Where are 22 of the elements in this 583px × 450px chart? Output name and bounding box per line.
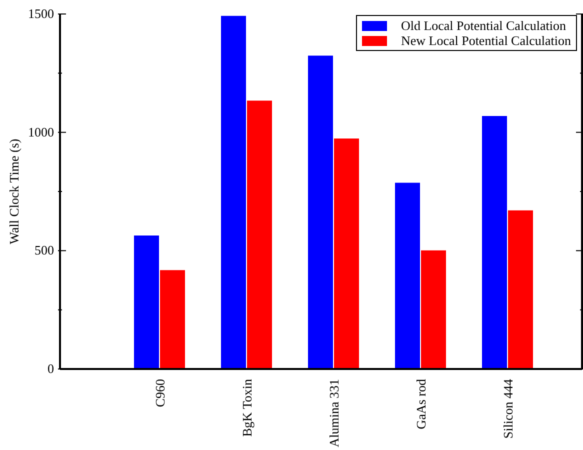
y-axis-title: Wall Clock Time (s)	[6, 138, 22, 244]
bar	[160, 270, 185, 369]
x-tick-label: BgK Toxin	[240, 378, 254, 437]
bar	[334, 138, 359, 369]
bar	[421, 250, 446, 369]
y-tick-label: 0	[48, 361, 54, 376]
x-tick-label: GaAs rod	[414, 378, 428, 430]
bar	[134, 236, 159, 369]
y-tick-label: 1500	[28, 6, 54, 21]
bar	[482, 116, 507, 369]
y-tick-label: 1000	[28, 124, 54, 140]
x-tick-label: Silicon 444	[500, 378, 516, 439]
legend-label: Old Local Potential Calculation	[400, 18, 566, 33]
bar	[247, 100, 272, 369]
bar	[395, 182, 420, 369]
x-tick-label: C960	[152, 379, 168, 408]
legend-label: New Local Potential Calculation	[400, 33, 571, 48]
y-tick-label: 500	[34, 242, 54, 258]
x-tick-label: Alumina 331	[326, 379, 342, 448]
bar	[308, 56, 333, 369]
bar	[508, 210, 533, 369]
bar	[221, 16, 246, 369]
